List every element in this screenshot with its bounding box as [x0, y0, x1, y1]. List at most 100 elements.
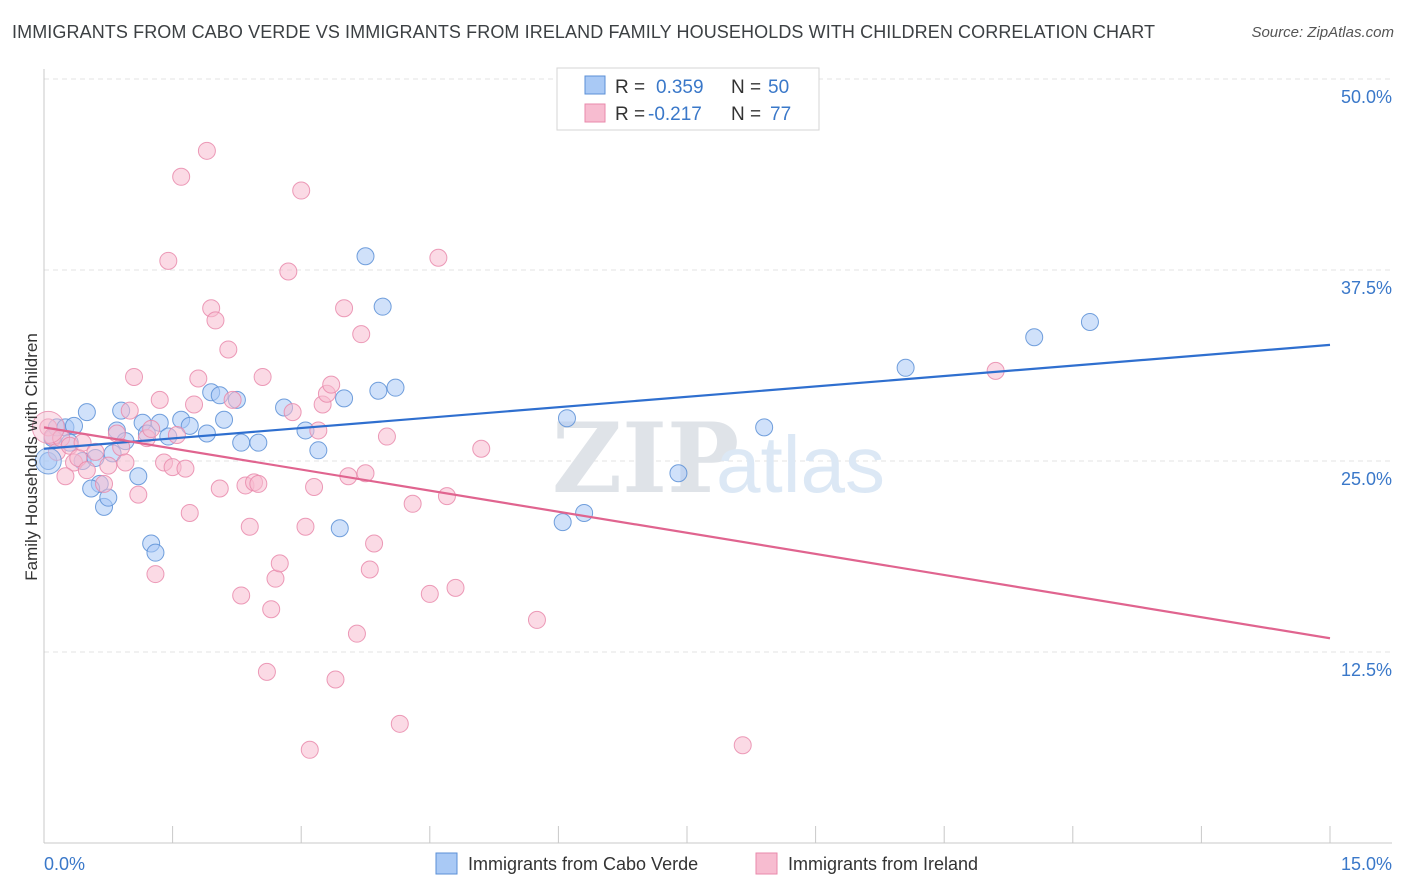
data-point-s1-37: [232, 586, 251, 605]
legend-n-value-cabo-verde: 50: [768, 77, 789, 98]
legend-n-label-cabo-verde: N =: [731, 77, 761, 98]
data-point-s1-28: [180, 503, 199, 522]
data-point-s1-42: [253, 367, 272, 386]
data-point-s1-63: [360, 560, 379, 579]
data-point-s1-31: [197, 141, 216, 160]
data-point-s0-44: [755, 418, 774, 437]
data-point-s1-30: [189, 369, 208, 388]
y-tick-label-0: 12.5%: [1341, 660, 1392, 680]
data-point-s1-64: [365, 534, 384, 553]
data-point-s1-26: [172, 167, 191, 186]
data-point-s0-46: [1025, 328, 1044, 347]
data-point-s0-40: [553, 513, 572, 532]
data-point-s1-62: [356, 464, 375, 483]
data-point-s0-35: [335, 389, 354, 408]
y-tick-label-1: 25.0%: [1341, 469, 1392, 489]
y-tick-label-3: 50.0%: [1341, 87, 1392, 107]
trend-line-0: [43, 343, 1331, 450]
data-point-s0-4: [65, 416, 84, 435]
bottom-legend-swatch-ireland: [755, 852, 778, 875]
data-point-s1-48: [283, 403, 302, 422]
y-axis-label: Family Households with Children: [22, 333, 41, 581]
data-point-s1-56: [322, 375, 341, 394]
data-point-s1-27: [176, 459, 195, 478]
data-point-s1-73: [527, 610, 546, 629]
data-point-s1-15: [120, 401, 139, 420]
data-point-s0-29: [232, 433, 251, 452]
x-tick-label-max: 15.0%: [1341, 854, 1392, 874]
legend-r-value-ireland: -0.217: [648, 104, 702, 125]
legend-r-value-cabo-verde: 0.359: [656, 77, 704, 98]
data-point-s1-44: [262, 600, 281, 619]
data-point-s1-41: [249, 474, 268, 493]
watermark-atlas: atlas: [716, 420, 885, 509]
bottom-legend-label-cabo-verde: Immigrants from Cabo Verde: [468, 854, 698, 874]
data-point-s1-53: [309, 421, 328, 440]
data-point-s1-49: [292, 181, 311, 200]
data-point-s0-38: [373, 297, 392, 316]
data-point-s1-35: [219, 340, 238, 359]
y-tick-label-2: 37.5%: [1341, 278, 1392, 298]
data-point-s0-36: [356, 247, 375, 266]
data-point-s1-11: [99, 456, 118, 475]
data-point-s1-69: [429, 248, 448, 267]
data-point-s1-68: [420, 584, 439, 603]
data-point-s0-23: [180, 416, 199, 435]
data-point-s1-43: [257, 662, 276, 681]
data-point-s1-23: [159, 251, 178, 270]
data-point-s1-33: [206, 311, 225, 330]
data-point-s1-60: [347, 624, 366, 643]
data-point-s0-34: [330, 519, 349, 538]
data-point-s1-47: [279, 262, 298, 281]
data-point-s1-70: [437, 487, 456, 506]
trend-lines: [43, 343, 1331, 640]
data-point-s1-74: [733, 736, 752, 755]
data-point-s0-43: [669, 464, 688, 483]
data-point-s1-57: [326, 670, 345, 689]
data-point-s1-52: [305, 477, 324, 496]
data-point-s0-42: [575, 503, 594, 522]
data-point-s0-27: [215, 410, 234, 429]
data-point-s1-14: [116, 453, 135, 472]
data-point-s0-5: [77, 403, 96, 422]
data-point-s1-16: [125, 367, 144, 386]
data-point-s1-51: [300, 740, 319, 759]
legend-swatch-cabo-verde: [584, 75, 606, 95]
data-point-s0-19: [146, 543, 165, 562]
data-point-s0-41: [557, 409, 576, 428]
data-point-s1-19: [142, 419, 161, 438]
data-point-s1-76: [56, 467, 75, 486]
data-point-s1-67: [403, 494, 422, 513]
y-tick-labels: 12.5% 25.0% 37.5% 50.0%: [1341, 87, 1392, 680]
legend-r-label-cabo-verde: R =: [615, 77, 645, 98]
data-point-s1-58: [335, 299, 354, 318]
data-point-s1-45: [266, 569, 285, 588]
bottom-legend-swatch-cabo-verde: [435, 852, 458, 875]
data-point-s1-72: [472, 439, 491, 458]
watermark-zip: ZIP: [552, 402, 739, 515]
data-point-s1-65: [377, 427, 396, 446]
legend-n-value-ireland: 77: [770, 104, 791, 125]
data-point-s0-24: [197, 424, 216, 443]
data-point-s0-37: [369, 381, 388, 400]
data-point-s1-61: [352, 325, 371, 344]
data-point-s1-39: [240, 517, 259, 536]
trend-line-1: [43, 426, 1331, 640]
data-point-s0-15: [129, 467, 148, 486]
data-point-s0-47: [1080, 312, 1099, 331]
x-tick-label-min: 0.0%: [44, 854, 85, 874]
data-point-s1-17: [129, 485, 148, 504]
data-point-s0-30: [249, 433, 268, 452]
data-point-s1-9: [86, 442, 105, 461]
legend-swatch-ireland: [584, 103, 606, 123]
data-point-s1-34: [210, 479, 229, 498]
data-point-s0-45: [896, 358, 915, 377]
data-point-s1-29: [185, 395, 204, 414]
data-point-s1-71: [446, 578, 465, 597]
bottom-legend: Immigrants from Cabo Verde Immigrants fr…: [435, 852, 978, 875]
grid-lines: [44, 78, 1392, 653]
data-point-s1-20: [146, 565, 165, 584]
legend-n-label-ireland: N =: [731, 104, 761, 125]
data-point-s1-21: [150, 390, 169, 409]
